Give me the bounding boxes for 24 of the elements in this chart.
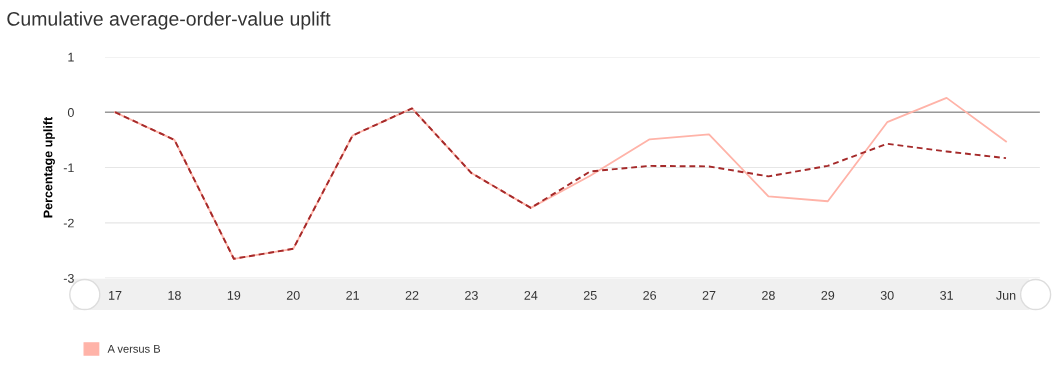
x-tick-label: 21 (346, 290, 359, 300)
x-tick-label: Jun (996, 291, 1016, 300)
x-tick-label: 20 (286, 290, 300, 300)
x-tick-label: 27 (702, 290, 716, 300)
y-tick-label: -1 (63, 163, 74, 173)
x-tick-label: 31 (940, 290, 953, 300)
x-tick-label: 18 (168, 290, 181, 300)
chart-title: Cumulative average-order-value uplift (7, 11, 331, 30)
x-tick-label: 30 (880, 290, 894, 300)
legend-label: A versus B (107, 345, 161, 353)
x-tick-label: 29 (821, 290, 835, 300)
x-tick-label: 28 (762, 290, 775, 300)
y-axis-title: Percentage uplift (43, 116, 55, 218)
x-tick-label: 19 (227, 290, 241, 300)
y-tick-label: 0 (67, 108, 74, 117)
x-tick-label: 26 (643, 290, 657, 300)
y-tick-label: -2 (63, 218, 74, 228)
x-tick-label: 24 (524, 290, 538, 300)
y-tick-label: -3 (63, 273, 74, 283)
x-tick-label: 23 (465, 290, 478, 300)
x-tick-label: 25 (583, 290, 597, 300)
y-tick-label: 1 (68, 52, 74, 62)
x-tick-label: 17 (109, 291, 122, 300)
x-tick-label: 22 (405, 290, 419, 300)
